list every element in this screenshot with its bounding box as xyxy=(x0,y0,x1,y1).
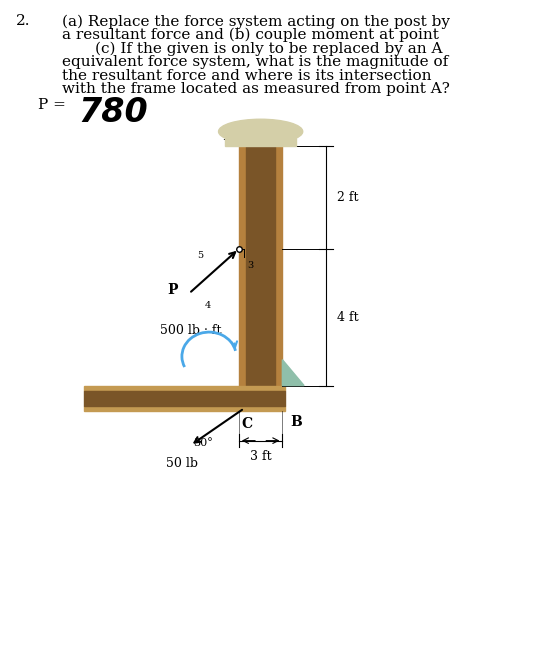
Bar xyxy=(84,386,285,391)
Text: 50 lb: 50 lb xyxy=(166,457,198,470)
Polygon shape xyxy=(282,360,304,386)
Text: C: C xyxy=(242,417,252,431)
Text: B: B xyxy=(291,415,302,429)
Ellipse shape xyxy=(218,119,303,144)
Text: 3: 3 xyxy=(247,260,254,270)
Text: 2.: 2. xyxy=(16,14,31,29)
Text: 4 ft: 4 ft xyxy=(337,310,358,324)
Text: 4: 4 xyxy=(205,301,211,310)
Text: 5: 5 xyxy=(197,251,204,260)
Text: with the frame located as measured from point A?: with the frame located as measured from … xyxy=(62,82,450,97)
Bar xyxy=(84,406,285,411)
Text: 500 lb · ft: 500 lb · ft xyxy=(160,324,222,337)
Text: the resultant force and where is its intersection: the resultant force and where is its int… xyxy=(62,69,432,83)
Text: a resultant force and (b) couple moment at point: a resultant force and (b) couple moment … xyxy=(62,28,439,42)
Text: (a) Replace the force system acting on the post by: (a) Replace the force system acting on t… xyxy=(62,14,451,29)
Bar xyxy=(239,146,246,399)
Text: 3 ft: 3 ft xyxy=(250,450,272,463)
Text: 30°: 30° xyxy=(193,438,213,448)
Text: A: A xyxy=(223,128,233,143)
Text: 780: 780 xyxy=(79,96,148,129)
Text: 2 ft: 2 ft xyxy=(337,191,358,204)
Bar xyxy=(225,138,296,146)
Text: P =: P = xyxy=(38,98,71,113)
Text: (c) If the given is only to be replaced by an A: (c) If the given is only to be replaced … xyxy=(95,41,443,56)
Bar xyxy=(275,146,282,399)
Text: equivalent force system, what is the magnitude of: equivalent force system, what is the mag… xyxy=(62,55,449,69)
Bar xyxy=(246,146,275,399)
Text: P: P xyxy=(168,283,178,297)
Bar xyxy=(84,391,285,406)
